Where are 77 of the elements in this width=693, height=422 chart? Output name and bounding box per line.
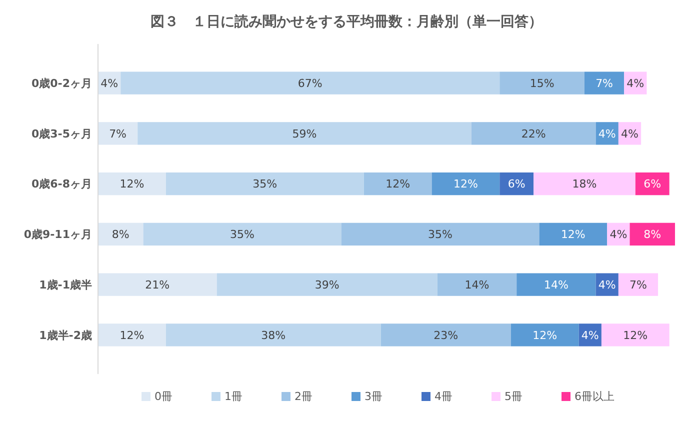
bar <box>166 172 364 196</box>
legend-label: 6冊以上 <box>574 390 614 403</box>
data-label: 12% <box>120 328 144 342</box>
bar <box>380 324 511 346</box>
bar <box>584 72 624 94</box>
y-tick-label: 0歳0-2ヶ月 <box>31 76 92 90</box>
data-label: 12% <box>120 178 144 191</box>
data-label: 14% <box>544 278 568 292</box>
data-label: 12% <box>560 228 586 242</box>
y-tick-label: 0歳3-5ヶ月 <box>31 127 92 140</box>
bar <box>618 273 658 296</box>
bar <box>510 324 579 346</box>
y-tick-label: 1歳-1歳半 <box>39 278 92 292</box>
bar <box>539 222 608 246</box>
bar <box>216 273 438 296</box>
chart-title: 図３ １日に読み聞かせをする平均冊数：月齢別（単一回答） <box>150 13 542 30</box>
bar <box>500 72 584 94</box>
data-label: 21% <box>145 278 170 292</box>
bar <box>98 222 144 246</box>
data-label: 6% <box>508 178 526 191</box>
data-label: 7% <box>630 278 647 292</box>
data-label: 67% <box>298 76 322 90</box>
data-label: 4% <box>598 127 616 140</box>
bar <box>166 324 381 346</box>
bar <box>534 172 636 196</box>
bar <box>98 324 166 346</box>
bar <box>601 324 670 346</box>
bar <box>341 222 540 246</box>
legend-label: 1冊 <box>224 390 242 403</box>
data-label: 4% <box>581 328 599 342</box>
bar <box>138 122 472 145</box>
data-label: 15% <box>530 76 554 90</box>
data-label: 12% <box>386 178 410 191</box>
data-label: 8% <box>112 228 130 242</box>
legend-label: 0冊 <box>154 390 172 403</box>
bar <box>635 172 670 196</box>
data-label: 22% <box>521 127 546 140</box>
data-label: 35% <box>428 228 452 242</box>
data-label: 7% <box>109 127 127 140</box>
data-label: 4% <box>626 76 644 90</box>
data-label: 12% <box>453 178 478 191</box>
bar <box>630 222 675 246</box>
data-label: 8% <box>644 228 662 242</box>
data-label: 39% <box>314 278 340 292</box>
data-label: 4% <box>598 278 616 292</box>
bar <box>432 172 500 196</box>
bar <box>516 273 596 296</box>
bar <box>98 122 138 145</box>
bar <box>500 172 534 196</box>
data-label: 59% <box>292 127 317 140</box>
legend-label: 2冊 <box>294 390 312 403</box>
legend-label: 4冊 <box>434 390 452 403</box>
y-tick-label: 1歳半-2歳 <box>39 328 92 342</box>
bar <box>98 172 166 196</box>
bar <box>143 222 342 246</box>
data-label: 18% <box>572 178 597 191</box>
data-label: 12% <box>532 328 558 342</box>
y-tick-label: 0歳6-8ヶ月 <box>31 178 92 191</box>
legend-label: 3冊 <box>364 390 382 403</box>
bar <box>98 273 217 296</box>
data-label: 12% <box>623 328 648 342</box>
data-label: 4% <box>100 76 118 90</box>
data-label: 35% <box>252 178 278 191</box>
bar <box>364 172 432 196</box>
bar <box>437 273 517 296</box>
data-label: 4% <box>621 127 638 140</box>
data-label: 35% <box>230 228 254 242</box>
data-label: 6% <box>644 178 662 191</box>
bar <box>120 72 500 94</box>
data-label: 4% <box>610 228 628 242</box>
data-label: 14% <box>464 278 490 292</box>
data-label: 38% <box>261 328 286 342</box>
legend-label: 5冊 <box>504 390 522 403</box>
bar <box>471 122 596 145</box>
data-label: 23% <box>434 328 458 342</box>
y-tick-label: 0歳9-11ヶ月 <box>24 228 92 242</box>
data-label: 7% <box>596 76 614 90</box>
